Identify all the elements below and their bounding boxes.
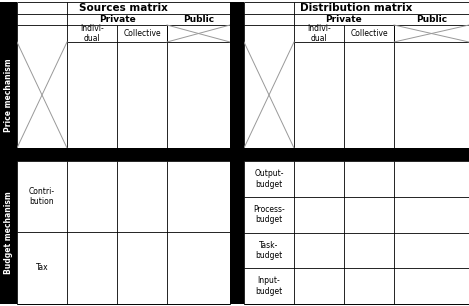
Text: Distribution matrix: Distribution matrix — [300, 3, 413, 13]
Text: Indivi-
dual: Indivi- dual — [80, 24, 104, 43]
Text: Public: Public — [183, 15, 214, 24]
Text: Output-
budget: Output- budget — [254, 169, 284, 188]
Text: Input-
budget: Input- budget — [256, 276, 283, 296]
Text: Collective: Collective — [123, 29, 161, 38]
Text: Indivi-
dual: Indivi- dual — [307, 24, 331, 43]
Text: Private: Private — [325, 15, 363, 24]
Text: Budget mechanism: Budget mechanism — [4, 191, 13, 274]
Bar — [0, 148, 469, 161]
Text: Private: Private — [98, 15, 136, 24]
Bar — [0, 2, 17, 304]
Text: Collective: Collective — [350, 29, 388, 38]
Text: Task-
budget: Task- budget — [256, 241, 283, 260]
Text: Price mechanism: Price mechanism — [4, 58, 13, 132]
Text: Sources matrix: Sources matrix — [79, 3, 168, 13]
Text: Tax: Tax — [36, 263, 48, 273]
Text: Public: Public — [416, 15, 447, 24]
Text: Process-
budget: Process- budget — [253, 205, 285, 224]
Text: Contri-
bution: Contri- bution — [29, 187, 55, 206]
Bar — [230, 2, 244, 304]
